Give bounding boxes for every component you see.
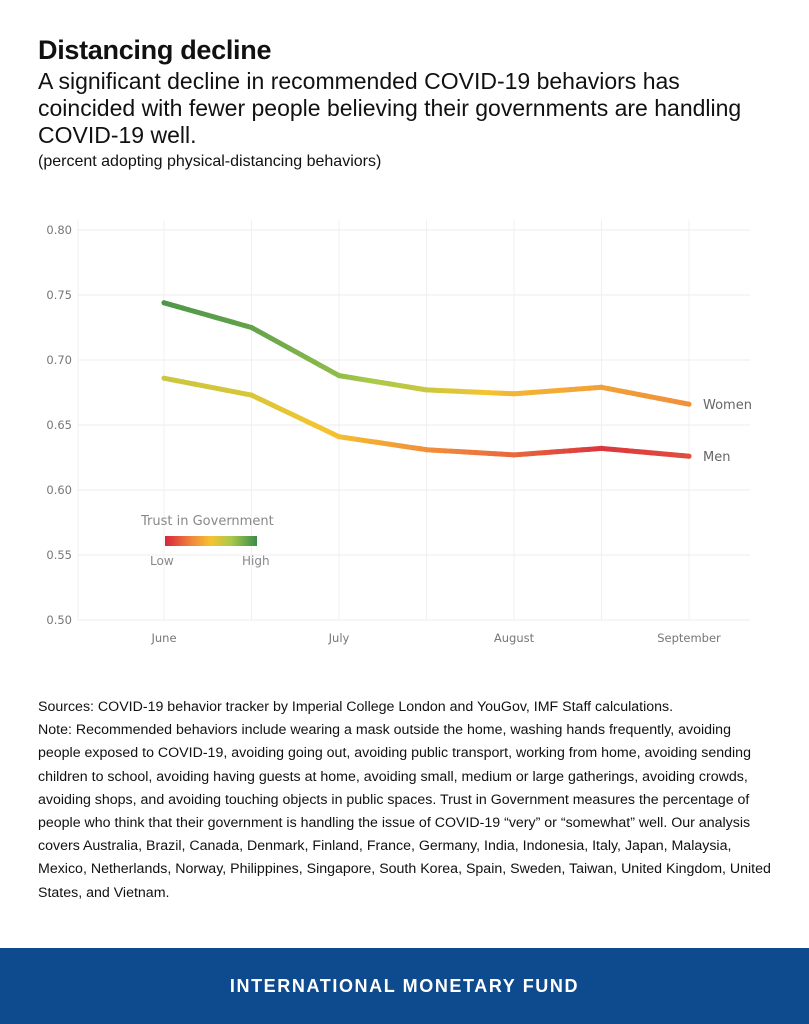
trust-legend: Trust in Government Low High [140, 514, 274, 568]
line-chart: 0.80 0.75 0.70 0.65 0.60 0.55 0.50 June July Aug… [46, 220, 752, 645]
series-label-women: Women [703, 398, 752, 413]
footer-banner: INTERNATIONAL MONETARY FUND [0, 948, 809, 1024]
data-point-women [511, 391, 517, 397]
x-tick-label: July [328, 631, 350, 645]
y-tick-label: 0.65 [46, 418, 72, 432]
y-tick-label: 0.60 [46, 483, 72, 497]
legend-high-label: High [242, 554, 270, 568]
y-tick-label: 0.70 [46, 353, 72, 367]
x-tick-label: June [150, 631, 176, 645]
data-point-women [424, 387, 429, 393]
series-label-men: Men [703, 450, 730, 465]
data-point-men [686, 453, 692, 459]
methodology-note: Note: Recommended behaviors include wear… [38, 722, 771, 901]
footer-org-name: INTERNATIONAL MONETARY FUND [229, 975, 580, 996]
x-tick-label: August [494, 631, 535, 645]
chart-series [161, 300, 692, 459]
y-tick-label: 0.55 [46, 548, 72, 562]
data-point-men [249, 392, 254, 398]
y-axis: 0.80 0.75 0.70 0.65 0.60 0.55 0.50 [46, 223, 72, 627]
data-point-women [686, 401, 692, 407]
y-tick-label: 0.75 [46, 288, 72, 302]
data-point-women [161, 300, 167, 306]
series-line-women [161, 300, 692, 407]
y-tick-label: 0.80 [46, 223, 72, 237]
data-point-men [336, 434, 342, 440]
data-point-men [599, 445, 604, 451]
chart-grid [77, 220, 750, 621]
data-point-women [599, 384, 604, 390]
series-line-men [161, 375, 692, 459]
series-labels: Women Men [703, 398, 752, 465]
chart-title: Distancing decline [38, 35, 272, 65]
data-point-men [161, 375, 167, 381]
legend-title: Trust in Government [140, 514, 274, 529]
chart-unit: (percent adopting physical-distancing be… [38, 153, 382, 170]
legend-low-label: Low [150, 554, 174, 568]
data-point-men [424, 447, 429, 453]
chart-notes: Sources: COVID-19 behavior tracker by Im… [38, 696, 773, 905]
x-tick-label: September [657, 631, 721, 645]
sources-note: Sources: COVID-19 behavior tracker by Im… [38, 699, 674, 715]
data-point-women [336, 373, 342, 379]
chart-subtitle: A significant decline in recommended COV… [38, 68, 742, 148]
y-tick-label: 0.50 [46, 613, 72, 627]
x-axis: June July August September [150, 631, 721, 645]
data-point-men [511, 452, 517, 458]
legend-gradient-bar [165, 536, 257, 546]
data-point-women [249, 325, 254, 330]
chart-header: Distancing decline A significant decline… [38, 34, 778, 173]
